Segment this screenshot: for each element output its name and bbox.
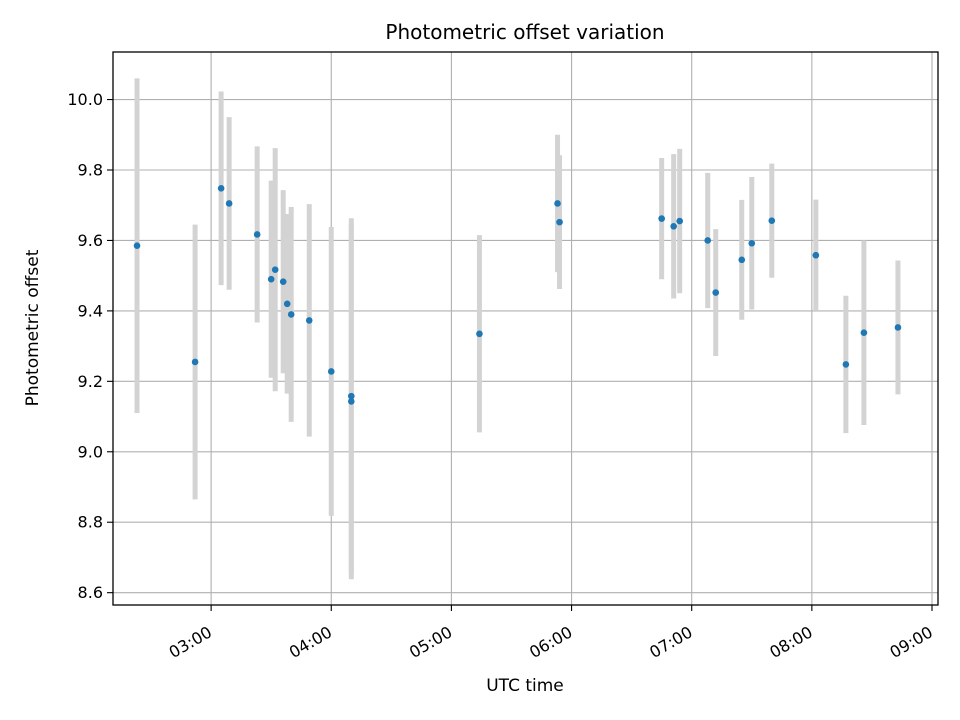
y-tick-label: 8.6 xyxy=(78,583,103,602)
data-point xyxy=(253,231,261,238)
data-point xyxy=(347,392,355,400)
data-point xyxy=(217,185,225,192)
y-axis-label: Photometric offset xyxy=(23,249,43,406)
data-point xyxy=(287,311,295,318)
x-tick-label: 06:00 xyxy=(526,622,575,662)
x-axis-label: UTC time xyxy=(486,676,564,696)
y-tick-label: 9.8 xyxy=(78,160,103,179)
data-point xyxy=(305,317,313,324)
data-point xyxy=(191,358,199,366)
y-tick-label: 8.8 xyxy=(78,513,103,532)
x-tick-label: 04:00 xyxy=(286,622,335,662)
x-axis-ticks: 03:00 04:00 05:00 06:00 07:00 08:00 09:00 xyxy=(166,605,936,662)
data-point xyxy=(347,398,355,405)
y-tick-label: 9.2 xyxy=(78,372,103,391)
x-tick-label: 07:00 xyxy=(646,622,695,662)
data-points xyxy=(133,185,902,405)
chart-title: Photometric offset variation xyxy=(385,20,664,44)
y-tick-label: 9.0 xyxy=(78,442,103,461)
data-point xyxy=(768,217,776,225)
data-point xyxy=(279,278,287,285)
data-point xyxy=(283,300,291,308)
data-point xyxy=(554,200,561,207)
data-point xyxy=(860,329,868,337)
data-point xyxy=(658,215,665,222)
x-tick-label: 09:00 xyxy=(887,622,936,662)
y-tick-label: 9.4 xyxy=(78,301,103,320)
x-tick-label: 05:00 xyxy=(406,622,455,662)
x-tick-label: 03:00 xyxy=(166,622,215,662)
data-point xyxy=(748,239,756,247)
data-point xyxy=(712,289,720,296)
data-point xyxy=(476,330,483,338)
data-point xyxy=(556,218,563,226)
y-axis-ticks: 8.6 8.8 9.0 9.2 9.4 9.6 9.8 10.0 xyxy=(67,90,113,602)
y-tick-label: 9.6 xyxy=(78,231,103,250)
data-point xyxy=(670,223,677,230)
data-point xyxy=(267,275,275,283)
grid xyxy=(113,52,938,605)
y-tick-label: 10.0 xyxy=(67,90,103,109)
data-point xyxy=(225,200,233,207)
plot-frame xyxy=(112,51,939,606)
data-point xyxy=(738,256,746,264)
data-point xyxy=(842,361,850,368)
data-point xyxy=(271,266,279,273)
data-point xyxy=(894,324,902,331)
data-point xyxy=(812,251,820,259)
data-point xyxy=(133,242,141,250)
x-tick-label: 08:00 xyxy=(766,622,815,662)
data-point xyxy=(676,217,683,225)
data-point xyxy=(327,368,335,375)
error-bars xyxy=(134,78,901,580)
data-point xyxy=(704,237,712,244)
